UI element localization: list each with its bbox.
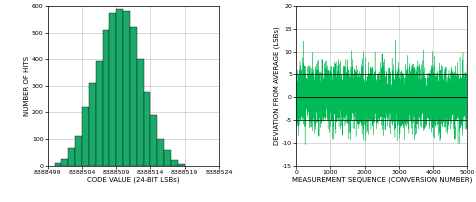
Bar bbox=[75, 136, 82, 166]
Y-axis label: DEVIATION FROM AVERAGE (LSBs): DEVIATION FROM AVERAGE (LSBs) bbox=[273, 26, 279, 145]
Bar bbox=[143, 93, 150, 166]
Bar bbox=[157, 139, 164, 166]
Bar bbox=[116, 9, 123, 166]
Bar bbox=[102, 30, 109, 166]
Bar bbox=[171, 160, 178, 166]
Bar bbox=[82, 107, 89, 166]
Bar bbox=[54, 163, 61, 166]
Y-axis label: NUMBER OF HITS: NUMBER OF HITS bbox=[24, 56, 30, 116]
Bar bbox=[109, 13, 116, 166]
Bar bbox=[89, 83, 96, 166]
Bar bbox=[96, 61, 102, 166]
Bar bbox=[164, 150, 171, 166]
Bar bbox=[178, 163, 184, 166]
Bar bbox=[129, 27, 137, 166]
X-axis label: MEASUREMENT SEQUENCE (CONVERSION NUMBER): MEASUREMENT SEQUENCE (CONVERSION NUMBER) bbox=[291, 177, 471, 183]
X-axis label: CODE VALUE (24-BIT LSBs): CODE VALUE (24-BIT LSBs) bbox=[87, 177, 179, 183]
Bar bbox=[137, 59, 143, 166]
Bar bbox=[61, 159, 68, 166]
Bar bbox=[150, 115, 157, 166]
Bar bbox=[68, 147, 75, 166]
Bar bbox=[123, 11, 129, 166]
